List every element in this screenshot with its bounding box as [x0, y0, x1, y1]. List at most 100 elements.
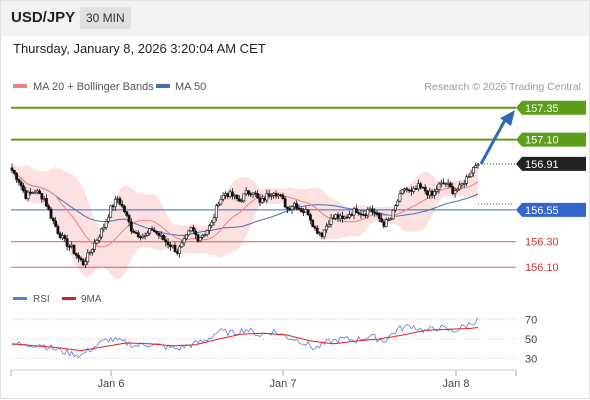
research-credit: Research © 2026 Trading Central	[424, 81, 581, 93]
candle-body	[33, 191, 37, 194]
candle-body	[322, 229, 326, 237]
candle-body	[139, 236, 142, 239]
timeframe-badge[interactable]: 30 MIN	[80, 7, 131, 29]
candle-body	[159, 235, 163, 237]
candle-body	[345, 216, 349, 219]
candle-body	[141, 236, 145, 239]
candle-body	[410, 189, 413, 192]
candle-body	[286, 206, 289, 209]
candle-body	[212, 217, 216, 223]
candle-body	[371, 208, 374, 213]
pivot-level-label: 156.55	[525, 205, 559, 217]
ma20-legend-swatch	[13, 84, 27, 88]
candle-body	[474, 165, 478, 168]
resistance-level-label: 157.10	[525, 135, 559, 147]
candle-body	[150, 228, 154, 231]
candle-body	[198, 237, 202, 242]
candle-body	[430, 190, 434, 196]
candle-body	[325, 225, 328, 231]
candle-body	[343, 216, 347, 219]
candle-body	[72, 244, 76, 254]
candle-body	[196, 234, 200, 242]
candle-body	[191, 227, 195, 232]
rsi-ma-line	[11, 326, 479, 352]
candle-body	[162, 235, 165, 241]
candle-body	[449, 182, 452, 188]
candle-body	[146, 232, 149, 236]
candle-body	[334, 214, 338, 219]
candle-body	[125, 211, 129, 216]
candle-body	[444, 183, 448, 185]
candle-body	[476, 164, 480, 167]
candle-body	[70, 244, 74, 247]
forecast-arrow-shaft	[479, 119, 507, 165]
candle-body	[426, 190, 429, 196]
candle-body	[19, 181, 23, 187]
rsi-tick-label: 50	[525, 334, 537, 346]
candle-body	[428, 190, 432, 196]
candle-body	[315, 227, 319, 234]
candle-body	[102, 227, 106, 230]
candle-body	[247, 190, 250, 195]
rsi-line	[11, 317, 479, 359]
candle-body	[398, 193, 402, 202]
candle-body	[54, 220, 58, 227]
candle-body	[15, 172, 18, 180]
candle-body	[299, 208, 303, 212]
candle-body	[228, 191, 232, 198]
candle-body	[129, 221, 133, 232]
candle-body	[338, 215, 342, 219]
candle-body	[123, 205, 126, 213]
candle-body	[297, 208, 301, 210]
candle-body	[180, 242, 184, 248]
candle-body	[51, 218, 55, 222]
candle-body	[407, 189, 411, 192]
candle-body	[189, 227, 193, 232]
candle-body	[166, 241, 170, 246]
pivot-level-tag	[516, 202, 586, 217]
candle-body	[446, 182, 450, 185]
candle-body	[205, 230, 209, 235]
candle-body	[221, 194, 225, 200]
candle-body	[118, 198, 122, 205]
candle-body	[258, 197, 262, 203]
candle-body	[290, 206, 294, 211]
candle-body	[173, 244, 177, 253]
candle-body	[38, 190, 41, 194]
candle-body	[458, 184, 462, 190]
candle-body	[77, 255, 80, 259]
support-level-label: 156.10	[525, 262, 559, 274]
candle-body	[336, 214, 340, 219]
candle-body	[113, 198, 117, 208]
candle-body	[251, 192, 255, 195]
candle-body	[45, 198, 48, 207]
ma20-legend-label: MA 20 + Bollinger Bands	[33, 81, 154, 93]
candle-body	[107, 216, 110, 222]
level-labels: 157.35 157.10 156.91 156.55 156.30 156.10	[516, 100, 586, 274]
candle-body	[267, 193, 271, 197]
candle-body	[171, 244, 175, 248]
candle-body	[35, 190, 39, 193]
candle-body	[132, 230, 136, 233]
candle-body	[26, 191, 30, 199]
candle-body	[292, 203, 296, 207]
candle-body	[120, 203, 124, 207]
key-levels	[11, 106, 516, 268]
candle-body	[24, 190, 28, 199]
candle-body	[208, 225, 211, 231]
candle-body	[90, 249, 94, 253]
candle-body	[178, 246, 181, 254]
rsi-panel: 70 50 30	[11, 315, 537, 365]
candle-body	[375, 213, 379, 215]
candle-body	[233, 194, 237, 197]
rsi-ma-legend-label: 9MA	[81, 294, 102, 305]
candle-body	[100, 228, 103, 238]
candle-body	[396, 200, 400, 207]
candle-body	[97, 236, 101, 241]
candle-body	[350, 214, 354, 216]
candle-body	[49, 208, 53, 219]
candle-body	[467, 176, 471, 178]
candle-body	[283, 198, 287, 208]
candle-body	[28, 191, 32, 194]
candle-body	[155, 231, 159, 234]
